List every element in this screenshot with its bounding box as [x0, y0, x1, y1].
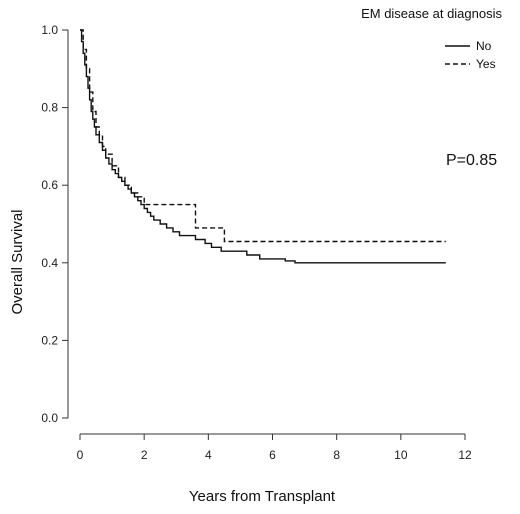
y-tick-label: 1.0	[41, 23, 58, 37]
chart-ticks: 0 2 4 6 8 10 12 0.0 0.2 0.4 0.6 0.8 1.0	[41, 23, 472, 462]
x-tick-label: 6	[269, 448, 276, 462]
p-value-annotation: P=0.85	[446, 152, 497, 169]
x-tick-label: 4	[205, 448, 212, 462]
x-tick-label: 8	[333, 448, 340, 462]
x-tick-label: 2	[141, 448, 148, 462]
legend-label-no: No	[476, 39, 492, 53]
y-tick-label: 0.8	[41, 101, 58, 115]
x-tick-label: 10	[394, 448, 408, 462]
y-tick-label: 0.4	[41, 256, 58, 270]
x-axis-title: Years from Transplant	[189, 488, 336, 505]
y-tick-label: 0.6	[41, 178, 58, 192]
x-tick-label: 12	[458, 448, 472, 462]
x-tick-label: 0	[77, 448, 84, 462]
chart-series	[80, 29, 446, 264]
legend-label-yes: Yes	[476, 57, 496, 71]
chart-axes	[67, 30, 465, 435]
y-tick-label: 0.0	[41, 411, 58, 425]
legend-title: EM disease at diagnosis	[361, 6, 502, 21]
y-tick-label: 0.2	[41, 333, 58, 347]
legend: No Yes	[445, 39, 496, 71]
series-line-yes	[80, 29, 446, 243]
y-axis-title: Overall Survival	[9, 209, 26, 314]
series-line-no	[80, 29, 446, 264]
